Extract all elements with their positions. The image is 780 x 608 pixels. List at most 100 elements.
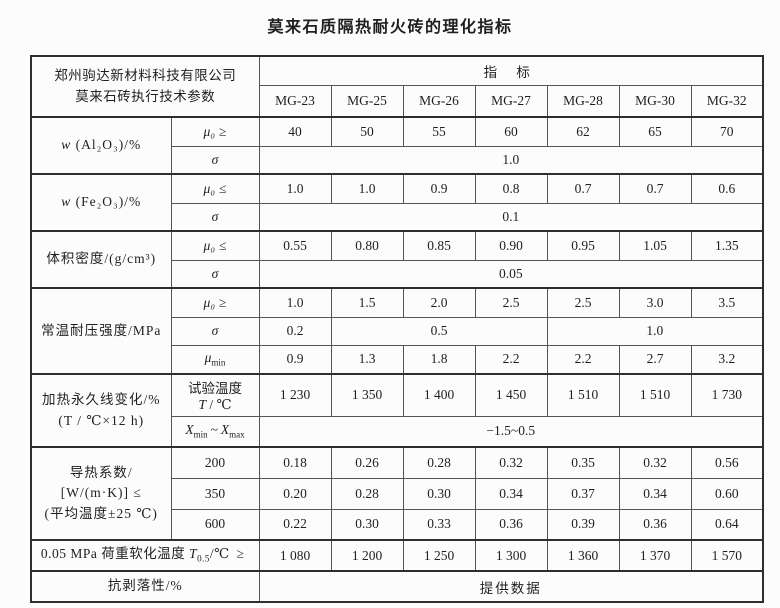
value-cell: 0.7 (618, 173, 692, 204)
value-cell: 0.34 (474, 477, 548, 510)
col-header-mg30: MG-30 (618, 85, 692, 118)
value-cell: 0.85 (402, 230, 476, 261)
row-label-linear-change: 加热永久线变化/% (T / ℃×12 h) (30, 373, 172, 448)
value-cell: 0.18 (258, 446, 332, 479)
value-cell: 0.37 (546, 477, 620, 510)
sigma-value: 1.0 (258, 145, 764, 175)
value-cell: 3.5 (690, 287, 764, 318)
value-cell: 2.7 (618, 344, 692, 375)
sub-label-temp-350: 350 (170, 477, 260, 510)
sigma-value: 1.0 (546, 316, 764, 346)
value-cell: 1 080 (258, 539, 332, 572)
value-cell: 2.2 (474, 344, 548, 375)
value-cell: 1.05 (618, 230, 692, 261)
value-cell: 0.64 (690, 508, 764, 541)
value-cell: 65 (618, 116, 692, 147)
value-cell: 1.35 (690, 230, 764, 261)
value-cell: 1 200 (330, 539, 404, 572)
col-header-mg32: MG-32 (690, 85, 764, 118)
value-cell: 0.60 (690, 477, 764, 510)
sub-label-xmin-xmax: Xmin ~ Xmax (170, 415, 260, 448)
sub-label-sigma: σ (170, 202, 260, 232)
value-cell: 0.39 (546, 508, 620, 541)
row-label-softening: 0.05 MPa 荷重软化温度 T0.5/℃ ≥ (30, 539, 260, 572)
value-cell: 0.90 (474, 230, 548, 261)
sigma-value: 0.2 (258, 316, 332, 346)
value-cell: 0.34 (618, 477, 692, 510)
col-header-mg26: MG-26 (402, 85, 476, 118)
sigma-value: 0.5 (330, 316, 548, 346)
value-cell: 0.36 (474, 508, 548, 541)
value-cell: 1 350 (330, 373, 404, 417)
value-cell: 0.32 (474, 446, 548, 479)
corner-subtitle: 莫来石砖执行技术参数 (75, 88, 216, 104)
value-cell: 40 (258, 116, 332, 147)
value-cell: 0.80 (330, 230, 404, 261)
value-cell: 1.0 (258, 287, 332, 318)
value-cell: 0.33 (402, 508, 476, 541)
value-cell: 2.0 (402, 287, 476, 318)
col-header-mg23: MG-23 (258, 85, 332, 118)
value-cell: 0.26 (330, 446, 404, 479)
value-cell: 1 730 (690, 373, 764, 417)
value-cell: 55 (402, 116, 476, 147)
value-cell: 2.2 (546, 344, 620, 375)
value-cell: 0.30 (330, 508, 404, 541)
sub-label-mu0-leq: μ₀ ≤ (170, 230, 260, 261)
row-label-fe2o3: w (Fe₂O₃)/% (30, 173, 172, 232)
sigma-value: 0.05 (258, 259, 764, 289)
value-cell: 50 (330, 116, 404, 147)
value-cell: 0.95 (546, 230, 620, 261)
sub-label-sigma: σ (170, 259, 260, 289)
sub-label-mu-min: μmin (170, 344, 260, 375)
value-cell: 0.28 (402, 446, 476, 479)
sub-label-mu0-geq: μ₀ ≥ (170, 287, 260, 318)
value-cell: 1 360 (546, 539, 620, 572)
value-cell: 1.0 (330, 173, 404, 204)
value-cell: 1 250 (402, 539, 476, 572)
value-cell: 0.7 (546, 173, 620, 204)
value-cell: 1 370 (618, 539, 692, 572)
col-header-mg25: MG-25 (330, 85, 404, 118)
sigma-value: 0.1 (258, 202, 764, 232)
value-cell: 2.5 (474, 287, 548, 318)
value-cell: 1.3 (330, 344, 404, 375)
row-label-spalling: 抗剥落性/% (30, 570, 260, 603)
row-label-al2o3: w (Al₂O₃)/% (30, 116, 172, 175)
value-cell: 1 570 (690, 539, 764, 572)
sub-label-mu0-leq: μ₀ ≤ (170, 173, 260, 204)
value-cell: 0.36 (618, 508, 692, 541)
row-label-density: 体积密度/(g/cm³) (30, 230, 172, 289)
value-cell: 3.0 (618, 287, 692, 318)
value-cell: 62 (546, 116, 620, 147)
value-cell: 2.5 (546, 287, 620, 318)
sub-label-sigma: σ (170, 145, 260, 175)
value-cell: 1 300 (474, 539, 548, 572)
value-cell: 1 510 (618, 373, 692, 417)
spalling-value: 提供数据 (258, 570, 764, 603)
page-title: 莫来石质隔热耐火砖的理化指标 (267, 17, 513, 36)
value-cell: 0.20 (258, 477, 332, 510)
col-header-mg27: MG-27 (474, 85, 548, 118)
value-cell: 1.8 (402, 344, 476, 375)
value-cell: 3.2 (690, 344, 764, 375)
value-cell: 0.32 (618, 446, 692, 479)
value-cell: 60 (474, 116, 548, 147)
col-header-mg28: MG-28 (546, 85, 620, 118)
value-cell: 1.0 (258, 173, 332, 204)
value-cell: 0.8 (474, 173, 548, 204)
sub-label-temp-600: 600 (170, 508, 260, 541)
range-value: −1.5~0.5 (258, 415, 764, 448)
spec-table: 郑州驹达新材料科技有限公司 莫来石砖执行技术参数 指 标 MG-23 MG-25… (30, 55, 764, 603)
company-name: 郑州驹达新材料科技有限公司 (54, 67, 237, 83)
sub-label-sigma: σ (170, 316, 260, 346)
value-cell: 0.35 (546, 446, 620, 479)
header-indicators: 指 标 (258, 55, 764, 86)
value-cell: 1.5 (330, 287, 404, 318)
value-cell: 0.9 (258, 344, 332, 375)
value-cell: 1 450 (474, 373, 548, 417)
sub-label-mu0-geq: μ₀ ≥ (170, 116, 260, 147)
value-cell: 0.22 (258, 508, 332, 541)
value-cell: 0.28 (330, 477, 404, 510)
value-cell: 1 400 (402, 373, 476, 417)
